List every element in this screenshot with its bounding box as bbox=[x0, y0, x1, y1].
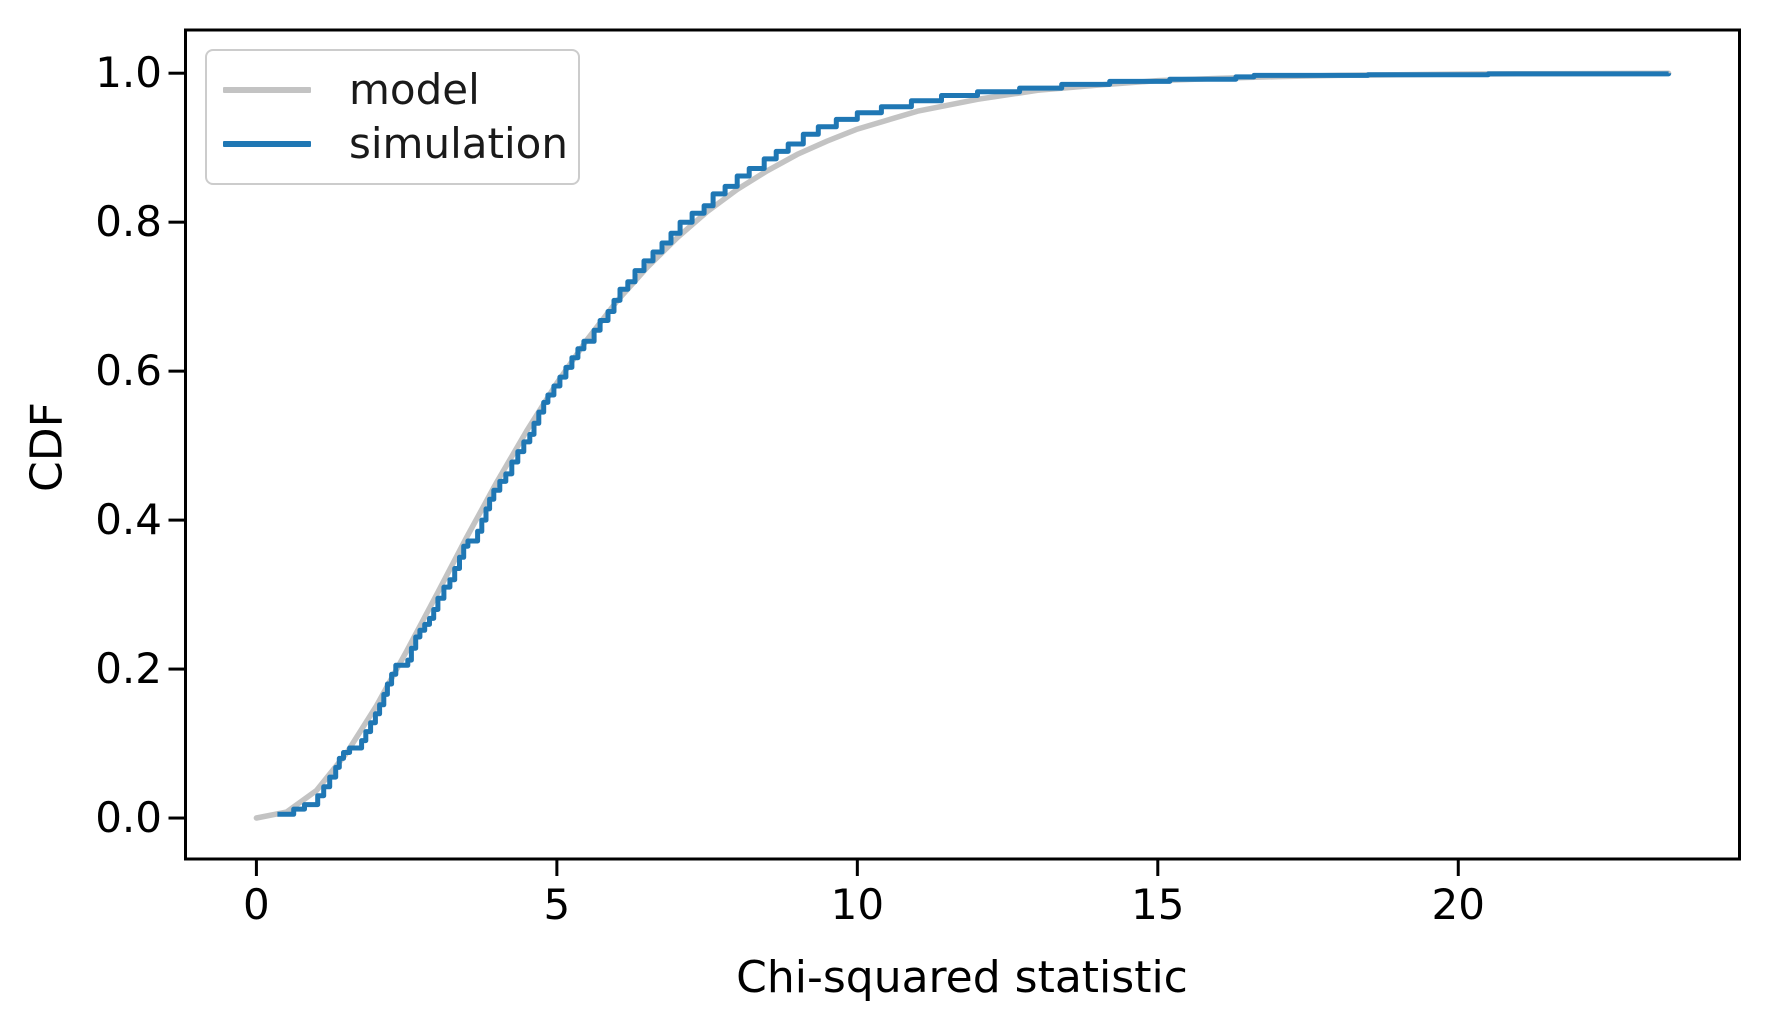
y-axis-label: CDF bbox=[21, 402, 73, 492]
x-tick-label: 20 bbox=[1431, 880, 1485, 929]
model-line-swatch bbox=[223, 87, 311, 93]
y-tick-label: 0.0 bbox=[95, 793, 162, 843]
x-tick-label: 0 bbox=[243, 880, 270, 929]
legend-label-simulation: simulation bbox=[349, 119, 568, 168]
legend-entry-model: model bbox=[207, 69, 578, 111]
simulation-line-swatch bbox=[223, 141, 311, 147]
y-tick-label: 1.0 bbox=[95, 48, 162, 98]
x-tick-label: 15 bbox=[1131, 880, 1185, 929]
legend-entry-simulation: simulation bbox=[207, 123, 578, 165]
legend: model simulation bbox=[205, 49, 580, 185]
model-curve bbox=[253, 70, 1672, 821]
y-tick-label: 0.2 bbox=[95, 644, 162, 694]
x-tick-label: 10 bbox=[830, 880, 885, 929]
y-tick-label: 0.8 bbox=[95, 197, 162, 247]
y-tick-label: 0.6 bbox=[95, 346, 162, 396]
simulation-curve bbox=[277, 71, 1672, 817]
axes-frame bbox=[184, 28, 1741, 861]
x-axis-label: Chi-squared statistic bbox=[736, 952, 1188, 1003]
x-tick-label: 5 bbox=[543, 880, 571, 929]
legend-label-model: model bbox=[349, 65, 480, 114]
y-tick-label: 0.4 bbox=[95, 495, 162, 545]
